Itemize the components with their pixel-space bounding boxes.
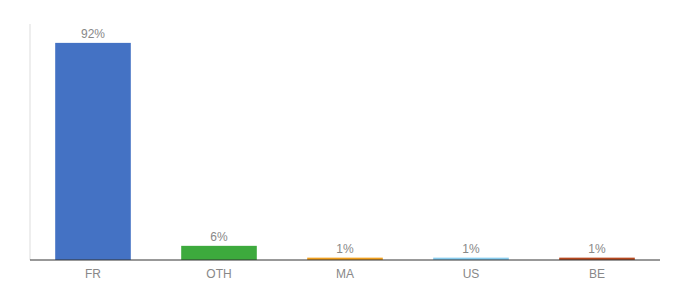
x-tick-label: US bbox=[463, 267, 480, 281]
data-label: 92% bbox=[81, 27, 105, 41]
x-tick-label: FR bbox=[85, 267, 101, 281]
x-axis-line bbox=[30, 260, 660, 261]
x-tick-label: OTH bbox=[206, 267, 231, 281]
bars bbox=[55, 43, 635, 260]
x-tick-label: BE bbox=[589, 267, 605, 281]
bar bbox=[181, 246, 257, 260]
page: {"chart_data": {"type": "bar", "categori… bbox=[0, 0, 680, 300]
data-label: 6% bbox=[210, 230, 228, 244]
chart-container: 92% 6% 1% 1% 1% FR OTH MA US BE bbox=[0, 0, 680, 300]
data-label: 1% bbox=[462, 242, 480, 256]
data-label: 1% bbox=[336, 242, 354, 256]
y-axis-line bbox=[30, 24, 31, 260]
x-tick-label: MA bbox=[336, 267, 354, 281]
chart: 92% 6% 1% 1% 1% FR OTH MA US BE bbox=[0, 0, 680, 300]
bar bbox=[55, 43, 131, 260]
data-label: 1% bbox=[588, 242, 606, 256]
